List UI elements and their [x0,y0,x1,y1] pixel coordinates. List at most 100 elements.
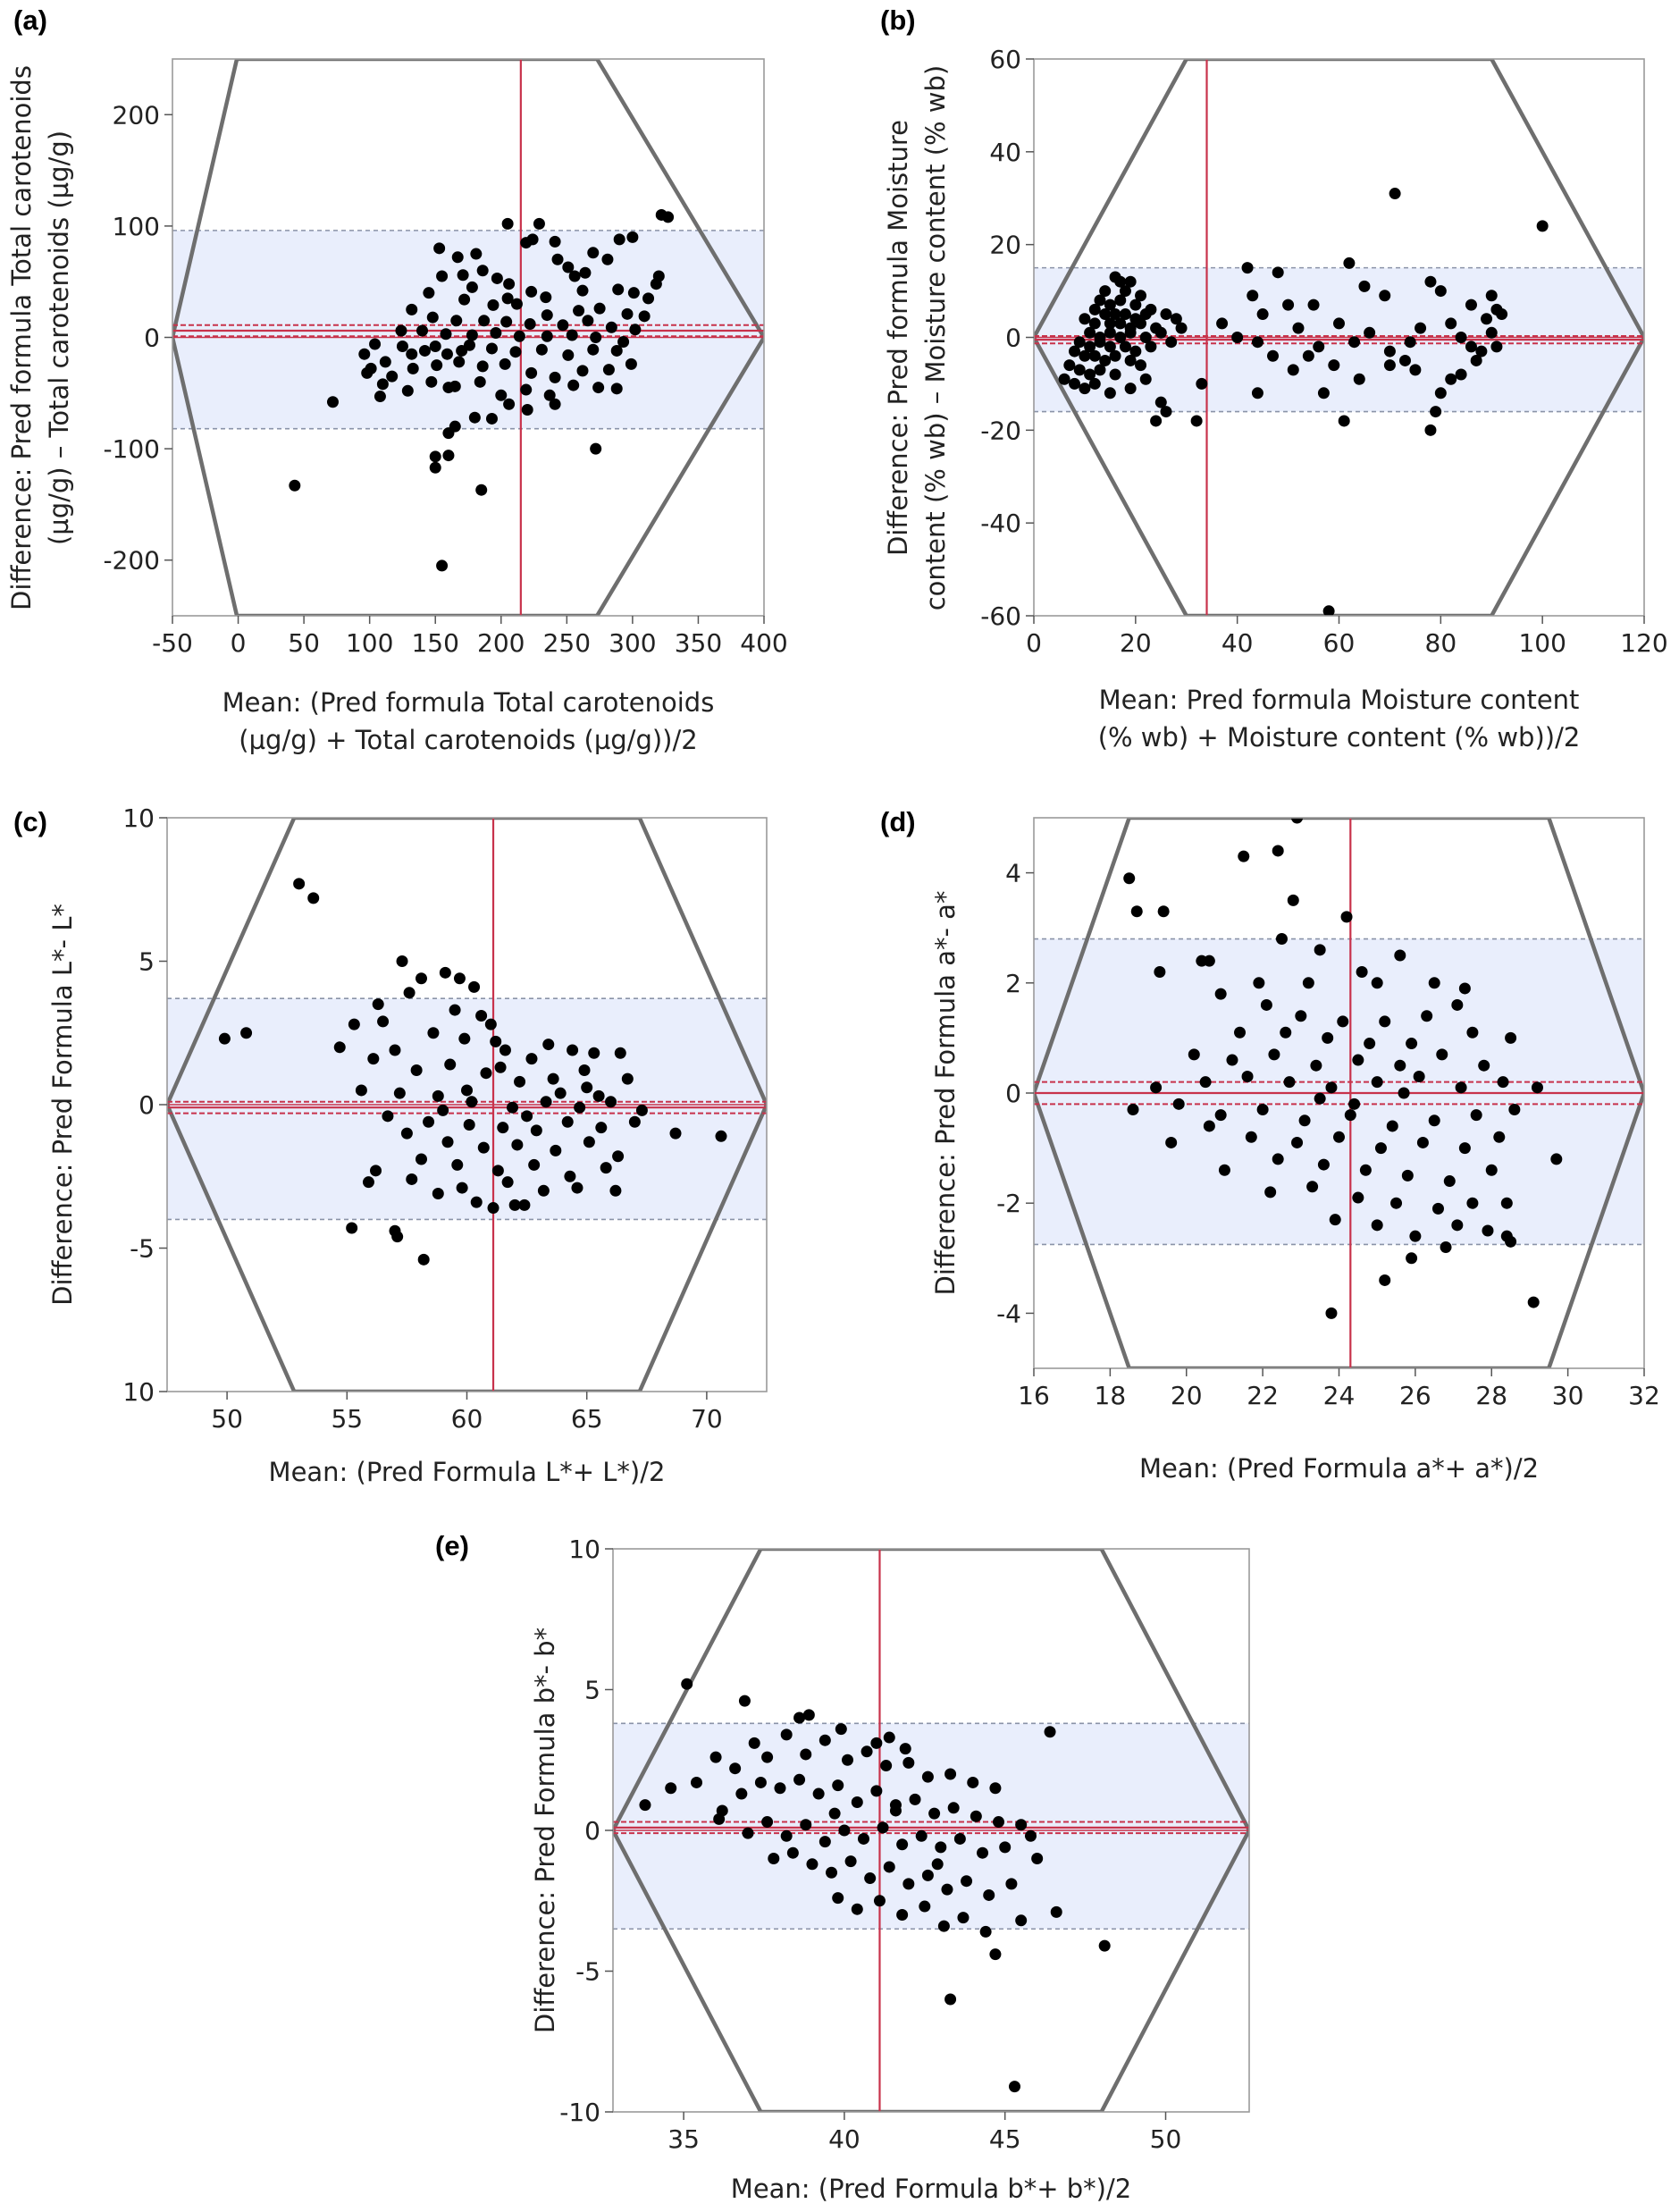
data-point [416,972,428,985]
data-point [1114,294,1127,307]
data-point [501,217,514,230]
data-point [944,1768,957,1780]
data-point [1190,415,1203,427]
data-point [1234,1026,1247,1039]
plot-area [172,59,764,616]
data-point [1505,1031,1517,1044]
data-point [1386,1120,1398,1132]
x-axis-label: Mean: (Pred formula Total carotenoids [222,687,715,718]
data-point [240,1027,253,1039]
data-point [1353,373,1365,385]
data-point [1203,1120,1215,1132]
data-point [518,1199,531,1211]
data-point [638,310,651,323]
data-point [567,379,580,391]
data-point [812,1787,825,1800]
data-point [1175,322,1188,334]
data-point [521,403,533,416]
data-point [883,1731,895,1744]
data-point [474,375,486,388]
data-point [307,892,320,904]
data-point [429,340,441,352]
data-point [540,291,552,304]
data-point [1358,280,1371,292]
y-tick-label: 10 [122,1377,155,1407]
data-point [1398,354,1411,366]
data-point [1470,354,1482,366]
data-point [423,287,435,299]
data-point [458,293,471,306]
data-point [1481,313,1493,325]
data-point [490,1035,502,1047]
data-point [1390,1197,1403,1209]
data-point [508,1199,521,1211]
data-point [1104,299,1116,311]
data-point [1490,341,1503,353]
data-point [1434,387,1447,400]
data-point [1157,905,1170,918]
data-point [500,315,513,328]
data-point [1150,415,1163,427]
data-point [877,1821,889,1834]
data-point [1371,1076,1383,1089]
data-point [1298,1114,1311,1127]
data-point [1104,326,1116,339]
data-point [605,321,617,333]
data-point [1314,944,1326,956]
data-point [450,315,463,327]
data-point [497,1122,509,1134]
x-tick-label: 28 [1475,1381,1507,1410]
y-tick-label: -100 [103,434,160,464]
data-point [1455,368,1467,381]
data-point [1307,299,1320,311]
data-point [470,1196,483,1208]
data-point [432,1089,444,1102]
data-point [587,247,600,259]
data-point [1088,317,1101,330]
x-axis-label: (% wb) + Moisture content (% wb))/2 [1098,722,1581,753]
y-tick-label: 5 [139,947,155,977]
plot-area [1034,59,1644,616]
data-point [1317,1158,1330,1171]
data-point [1124,354,1137,366]
x-tick-label: 0 [231,628,247,658]
data-point [416,324,429,337]
data-point [742,1827,754,1839]
y-tick-label: 100 [113,212,160,241]
data-point [551,253,564,265]
data-point [506,1101,518,1114]
data-point [535,343,548,356]
data-point [635,1104,648,1116]
data-point [1352,1191,1364,1204]
data-point [1079,313,1091,325]
data-point [1337,1015,1349,1028]
data-point [1364,326,1376,339]
data-point [1024,1829,1037,1842]
x-axis-label: Mean: (Pred Formula L*+ L*)/2 [269,1457,666,1487]
data-point [1145,341,1157,353]
data-point [456,344,468,357]
data-point [1500,1230,1513,1242]
data-point [1455,332,1467,343]
data-point [983,1888,995,1901]
y-tick-label: 5 [584,1676,600,1705]
data-point [1165,336,1178,349]
data-point [600,1162,612,1174]
data-point [468,411,481,424]
data-point [1550,1153,1563,1165]
y-tick-label: -40 [980,509,1021,538]
data-point [1088,349,1101,362]
data-point [1150,1081,1163,1094]
data-point [941,1883,953,1896]
data-point [456,1182,468,1194]
data-point [439,966,451,979]
data-point [1485,1164,1498,1176]
data-point [468,980,481,993]
data-point [621,307,634,320]
plot-area [1034,818,1644,1368]
data-point [1364,1038,1376,1050]
data-point [449,1004,461,1016]
data-point [495,389,508,401]
data-point [1497,1076,1509,1089]
